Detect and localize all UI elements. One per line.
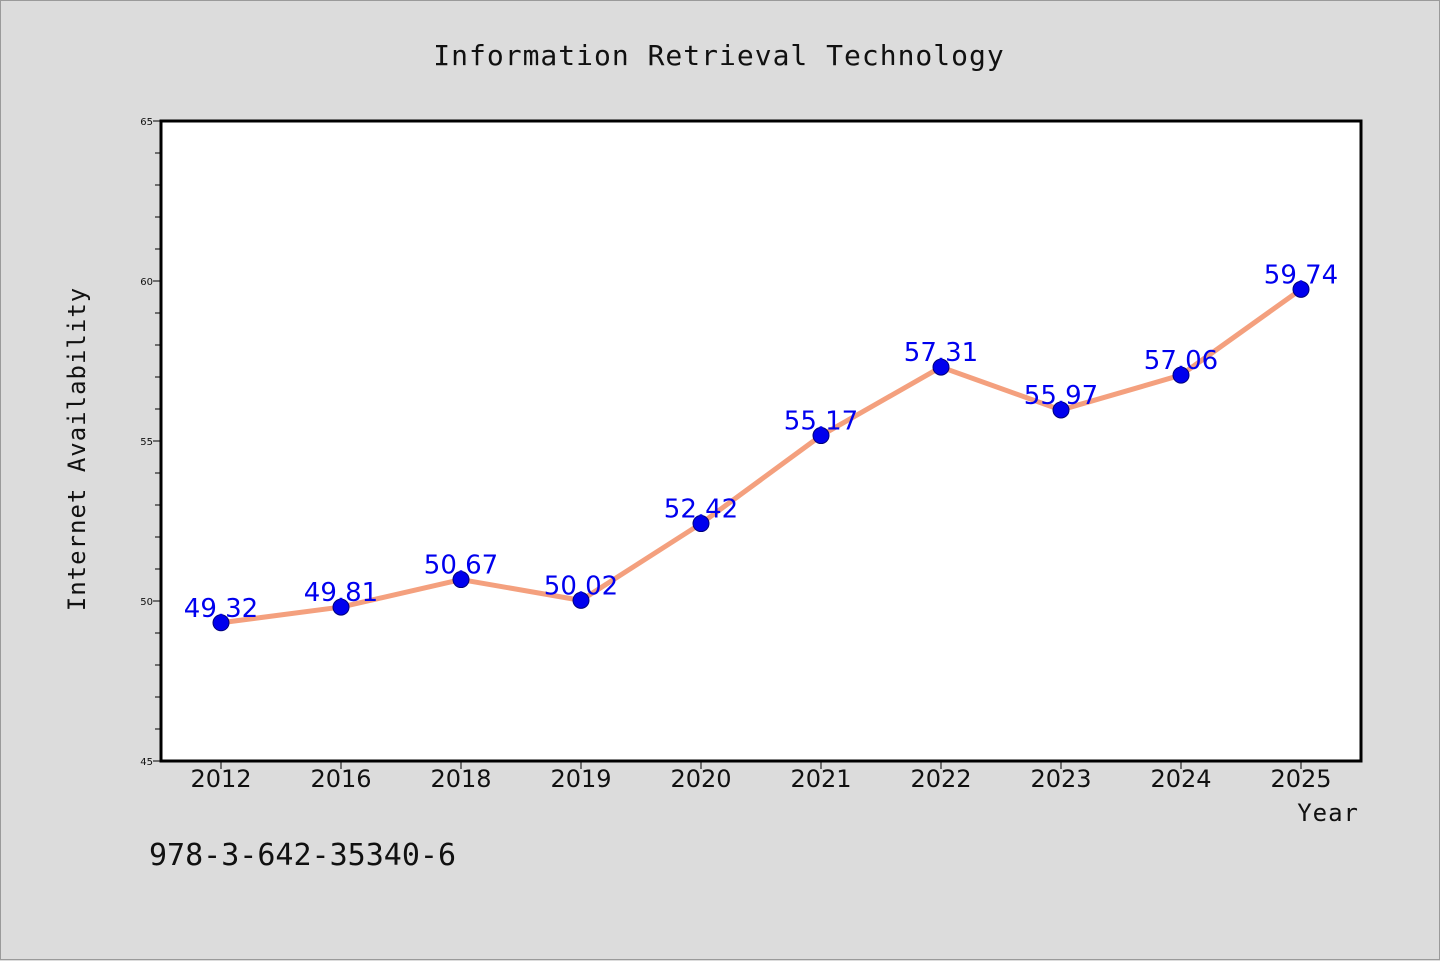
y-axis-title: Internet Availability [63,287,91,611]
data-label: 57.06 [1144,346,1218,376]
series-line [220,287,1303,626]
x-tick-label: 2023 [1030,765,1091,793]
plot-area [161,121,1361,761]
x-tick-label: 2016 [310,765,371,793]
data-point [1172,366,1190,384]
data-point [572,591,590,609]
data-point [812,427,830,445]
data-label: 50.02 [544,571,618,601]
data-point [932,358,950,376]
data-label: 49.81 [304,578,378,608]
x-tick-label: 2012 [190,765,251,793]
data-label: 59.74 [1264,260,1338,290]
data-label: 55.97 [1024,381,1098,411]
data-label: 52.42 [664,495,738,525]
x-axis: 2012 2016 2018 2019 2020 2021 2022 2023 2024 2025 [190,761,1332,793]
data-point [332,598,350,616]
y-tick-label: 50 [140,597,153,608]
x-tick-label: 2020 [670,765,731,793]
isbn-footnote: 978-3-642-35340-6 [149,838,456,873]
data-point [452,571,470,589]
data-point [212,614,230,632]
x-axis-title: Year [1297,799,1359,827]
y-tick-label: 60 [140,277,153,288]
y-tick-label: 45 [140,757,153,768]
data-label: 55.17 [784,407,858,437]
x-tick-label: 2024 [1150,765,1211,793]
data-label: 57.31 [904,338,978,368]
data-label: 49.32 [184,594,258,624]
x-tick-label: 2019 [550,765,611,793]
x-tick-label: 2018 [430,765,491,793]
y-tick-label: 65 [140,117,153,128]
y-axis: 45 50 55 60 65 [140,117,161,768]
data-point [1052,401,1070,419]
plot-frame [159,119,1363,763]
x-tick-label: 2021 [790,765,851,793]
x-tick-label: 2025 [1270,765,1331,793]
x-tick-label: 2022 [910,765,971,793]
y-tick-label: 55 [140,437,153,448]
data-label: 50.67 [424,551,498,581]
data-point [1292,280,1310,298]
chart-title: Information Retrieval Technology [433,39,1004,72]
data-point [692,515,710,533]
data-labels: 49.32 49.81 50.67 50.02 52.42 55.17 57.31 55.97… [184,260,1338,623]
data-markers [212,280,1310,632]
